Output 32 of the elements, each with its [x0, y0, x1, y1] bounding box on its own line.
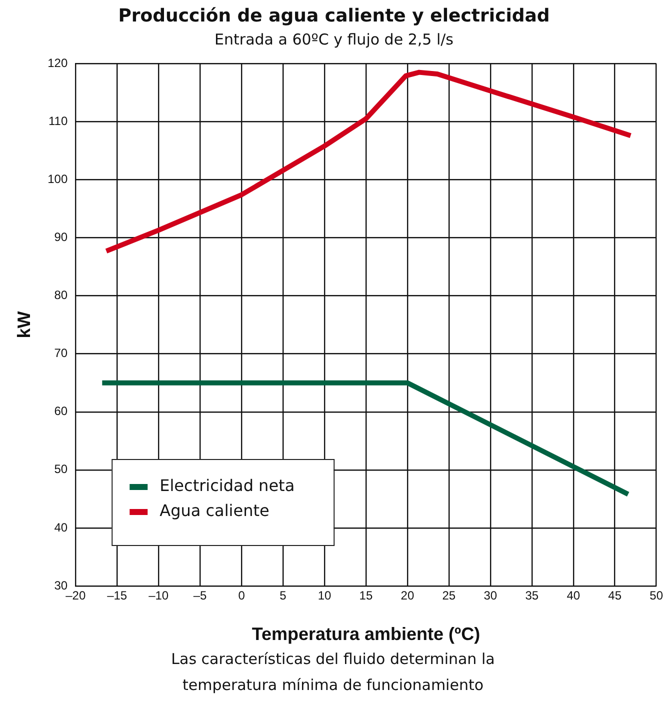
y-tick-label: 60: [54, 404, 68, 418]
y-tick-label: 40: [54, 520, 68, 534]
legend-label: Electricidad neta: [160, 476, 295, 496]
chart-title: Producción de agua caliente y electricidad: [118, 5, 550, 26]
x-tick-label: 15: [359, 588, 373, 603]
x-tick-label: –20: [66, 588, 86, 603]
text: Las características del fluido determinan la temperatura mínima de funcionamiento: [170, 649, 496, 696]
x-tick-label: 50: [650, 588, 664, 603]
y-tick-label: 90: [54, 230, 68, 244]
x-tick-label: 30: [484, 588, 498, 603]
chart-subtitle: Entrada a 60ºC y flujo de 2,5 l/s: [214, 30, 454, 48]
y-tick-label: 80: [54, 288, 68, 302]
x-tick-label: –10: [148, 588, 169, 603]
legend-label: Agua caliente: [160, 501, 270, 520]
y-tick-label: 100: [48, 172, 68, 186]
y-tick-label: 120: [48, 56, 68, 70]
x-tick-label: 10: [318, 588, 332, 603]
y-tick-label: 110: [48, 114, 68, 128]
y-tick-label: 30: [54, 578, 68, 592]
x-tick-label: –15: [107, 588, 128, 603]
y-tick-label: 50: [54, 462, 68, 476]
x-tick-label: 45: [608, 588, 622, 603]
x-tick-label: 40: [566, 588, 580, 603]
x-tick-label: –5: [193, 588, 208, 603]
x-tick-label: 35: [525, 588, 539, 603]
x-tick-label: 5: [280, 588, 287, 603]
x-axis-title: Temperatura ambiente (ºC): [252, 624, 480, 644]
x-tick-label: 25: [442, 588, 456, 603]
x-tick-label: 20: [400, 588, 414, 603]
x-tick-label: 0: [238, 588, 246, 603]
y-axis-title: kW: [14, 311, 34, 338]
y-tick-label: 70: [54, 346, 68, 360]
